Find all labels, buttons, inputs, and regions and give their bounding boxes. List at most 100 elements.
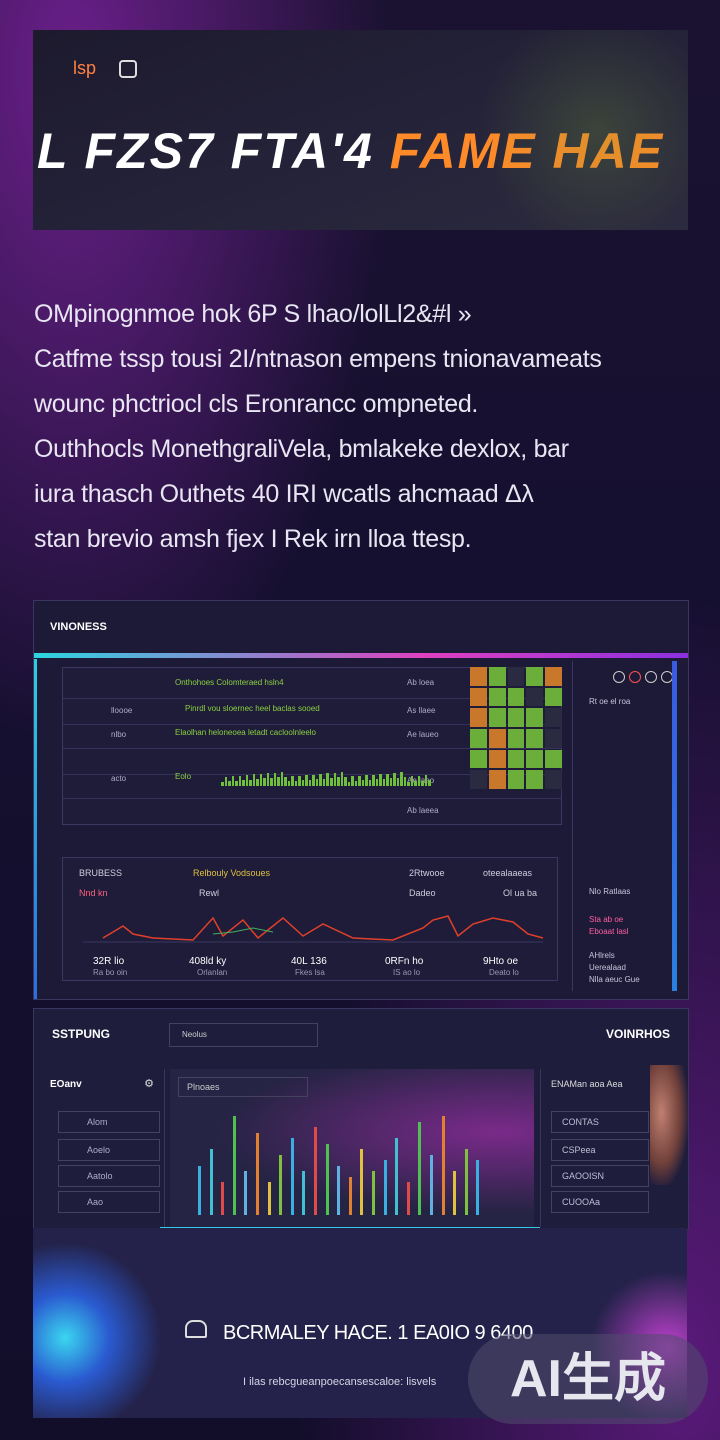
histogram-bar bbox=[231, 776, 235, 786]
histogram-bar bbox=[228, 781, 231, 786]
row-divider bbox=[63, 698, 561, 699]
chart-bar bbox=[453, 1171, 457, 1215]
histogram-bar bbox=[417, 775, 421, 786]
panel-label: Relbouly Vodsoues bbox=[193, 868, 271, 878]
histogram-bar bbox=[322, 778, 326, 786]
sidebar-item[interactable]: Nlo Ratlaas bbox=[589, 887, 631, 896]
stat-caption: Orlanlan bbox=[197, 968, 228, 977]
option-item[interactable]: CUOOAa bbox=[551, 1191, 649, 1213]
heatmap-cell bbox=[488, 687, 506, 707]
panel-label: 2Rtwooe bbox=[409, 868, 445, 878]
chart-bar bbox=[267, 1182, 271, 1215]
line-chart bbox=[83, 915, 544, 943]
chart-bar bbox=[302, 1171, 306, 1215]
heatmap-cell bbox=[470, 687, 487, 707]
histogram-bar bbox=[403, 777, 407, 786]
alert-icon[interactable] bbox=[613, 671, 625, 683]
heatmap-cell bbox=[507, 667, 525, 686]
panel-label: BRUBESS bbox=[79, 868, 123, 878]
histogram-bar bbox=[284, 776, 287, 786]
list-item[interactable]: Aao bbox=[58, 1191, 160, 1213]
heatmap-cell bbox=[545, 728, 562, 748]
description-line: wounc phctriocl cls Eronrancc ompneted. bbox=[34, 390, 479, 418]
histogram-bar bbox=[221, 781, 224, 786]
histogram-bar bbox=[242, 780, 245, 786]
histogram-bar bbox=[273, 772, 277, 786]
chart-bar bbox=[360, 1149, 364, 1215]
record-icon[interactable] bbox=[629, 671, 641, 683]
histogram-bar bbox=[382, 778, 386, 786]
table-cell: As llaee bbox=[407, 706, 436, 715]
sidebar-item[interactable]: Sta ab oe bbox=[589, 915, 624, 924]
mini-histogram bbox=[221, 772, 431, 786]
row-divider bbox=[63, 748, 561, 749]
row-divider bbox=[63, 774, 561, 775]
hero-banner: lsp L FZS7 FTA'4 FAME HAE bbox=[33, 30, 688, 230]
stat-value: 32R lio bbox=[93, 956, 125, 967]
sidebar-item[interactable]: Rt oe el roa bbox=[589, 697, 631, 706]
chart-bar bbox=[232, 1116, 236, 1215]
list-item[interactable]: Alom bbox=[58, 1111, 160, 1133]
histogram-bar bbox=[424, 775, 428, 786]
stat-caption: Deato lo bbox=[489, 968, 519, 977]
heatmap-cell bbox=[507, 687, 525, 707]
footer-title: BCRMALEY HACE. 1 EA0IO 9 6400 bbox=[223, 1322, 533, 1344]
section-title-right: VOINRHOS bbox=[605, 1027, 670, 1041]
histogram-bar bbox=[280, 772, 284, 786]
chart-bar bbox=[395, 1138, 399, 1215]
tab-bar[interactable]: Neolus bbox=[169, 1023, 318, 1047]
settings-icon[interactable] bbox=[645, 671, 657, 683]
histogram-bar bbox=[354, 780, 358, 786]
sidebar-item[interactable]: Uerealaad bbox=[589, 963, 626, 972]
histogram-bar bbox=[329, 778, 333, 786]
histogram-bar bbox=[287, 781, 291, 786]
panel-header: ENAMan aoa Aea bbox=[551, 1079, 623, 1089]
stat-caption: Ra bo oin bbox=[93, 968, 128, 977]
chart-header: Plnoaes bbox=[178, 1077, 308, 1097]
histogram-bar bbox=[235, 780, 238, 786]
left-panel: EOanv ⚙ Alom Aoelo Aatolo Aao bbox=[34, 1069, 165, 1229]
chart-bar bbox=[383, 1160, 387, 1215]
brand-text: lsp bbox=[73, 58, 97, 78]
description-line: Catfme tssp tousi 2I/ntnason empens tnio… bbox=[34, 345, 602, 373]
histogram-bar bbox=[263, 778, 266, 786]
sidebar-item[interactable]: Eboaat lasl bbox=[589, 927, 629, 936]
option-item[interactable]: CSPeea bbox=[551, 1139, 649, 1161]
list-item[interactable]: Aatolo bbox=[58, 1165, 160, 1187]
table-cell: lloooe bbox=[111, 706, 133, 715]
accent-bar bbox=[34, 653, 688, 658]
histogram-bar bbox=[337, 777, 340, 786]
sidebar-item[interactable]: AHlrels bbox=[589, 951, 615, 960]
heatmap-cell bbox=[507, 728, 525, 748]
histogram-bar bbox=[396, 777, 400, 786]
histogram-bar bbox=[252, 774, 256, 786]
heatmap-cell bbox=[488, 749, 506, 769]
list-item-label: Aoelo bbox=[87, 1145, 111, 1155]
heatmap-cell bbox=[470, 667, 487, 686]
chart-bar bbox=[198, 1165, 201, 1215]
series-line-red bbox=[102, 915, 544, 941]
histogram-bar bbox=[326, 773, 329, 786]
sidebar-item[interactable]: Nlla aeuc Gue bbox=[589, 975, 640, 984]
scrollbar[interactable] bbox=[672, 661, 677, 991]
stat-value: 0RFn ho bbox=[385, 956, 424, 967]
histogram-bar bbox=[407, 781, 410, 786]
option-item[interactable]: GAOOISN bbox=[551, 1165, 649, 1187]
heatmap-cell bbox=[545, 687, 562, 707]
description-text: OMpinognmoe hok 6P S lhao/lolLl2&#l » Ca… bbox=[34, 292, 674, 562]
histogram-bar bbox=[319, 773, 322, 786]
row-divider bbox=[63, 724, 561, 725]
stat-value: 40L 136 bbox=[291, 956, 327, 967]
histogram-bar bbox=[379, 774, 382, 786]
heatmap-cell bbox=[507, 749, 525, 769]
settings-icon[interactable]: ⚙ bbox=[144, 1078, 154, 1090]
list-item-label: Alom bbox=[87, 1117, 108, 1127]
table-cell: acto bbox=[111, 774, 127, 783]
histogram-bar bbox=[305, 775, 308, 786]
list-item[interactable]: Aoelo bbox=[58, 1139, 160, 1161]
portrait-image bbox=[650, 1065, 688, 1185]
option-item[interactable]: CONTAS bbox=[551, 1111, 649, 1133]
chart-header-label: Plnoaes bbox=[187, 1082, 220, 1092]
histogram-bar bbox=[298, 775, 301, 786]
chart-bar bbox=[337, 1165, 341, 1215]
